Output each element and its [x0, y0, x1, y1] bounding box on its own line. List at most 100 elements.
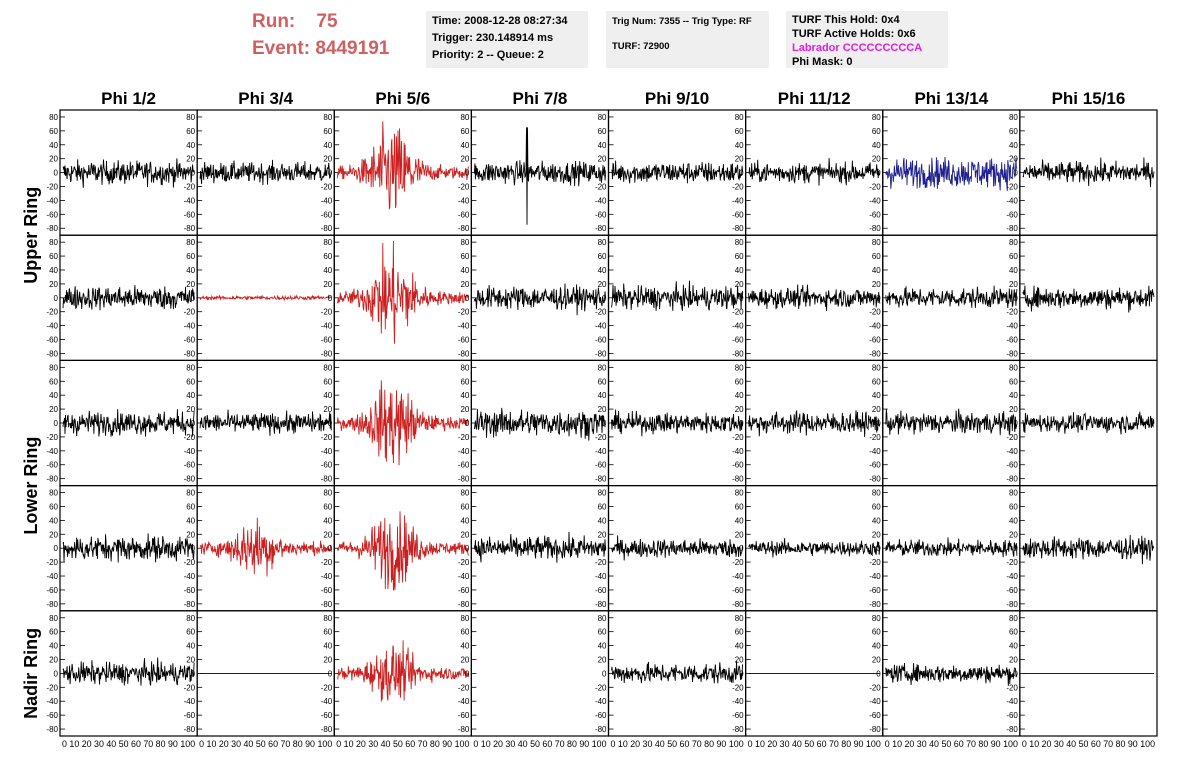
waveform-trace	[199, 517, 332, 577]
y-tick-label: 80	[49, 614, 58, 623]
y-tick-label: 60	[49, 628, 58, 637]
y-tick-label: -40	[732, 447, 744, 456]
labrador-text: Labrador CCCCCCCCCA	[792, 42, 923, 54]
waveform-panel: 80 60 40 20 0 -20 -40 -60 -80	[321, 359, 472, 487]
y-tick-label: 40	[598, 141, 607, 150]
y-tick-label: -60	[46, 461, 58, 470]
y-tick-label: -80	[321, 224, 333, 233]
waveform-panel: 80 60 40 20 0 -20 -40 -60 -80	[458, 359, 610, 487]
y-tick-label: 40	[735, 141, 744, 150]
y-tick-label: -20	[321, 683, 333, 692]
y-tick-label: -40	[46, 447, 58, 456]
y-tick-label: 20	[872, 155, 881, 164]
waveform-panel: 80 60 40 20 0 -20 -40 -60 -80	[595, 610, 747, 737]
y-tick-label: 80	[1009, 363, 1018, 372]
y-tick-label: -20	[458, 558, 470, 567]
y-tick-label: -20	[458, 683, 470, 692]
y-tick-label: -80	[732, 349, 744, 358]
y-tick-label: 40	[1009, 642, 1018, 651]
y-tick-label: -80	[458, 224, 470, 233]
phi-mask-text: Phi Mask: 0	[792, 56, 853, 68]
y-tick-label: 60	[323, 502, 332, 511]
y-tick-label: 0	[328, 419, 333, 428]
run-row: Run: 75	[252, 8, 389, 35]
y-tick-label: -20	[595, 308, 607, 317]
y-tick-label: -20	[1006, 308, 1018, 317]
y-tick-label: 20	[1009, 530, 1018, 539]
y-tick-label: 20	[460, 530, 469, 539]
y-tick-label: -40	[732, 196, 744, 205]
waveform-trace	[62, 409, 195, 437]
y-tick-label: -80	[1006, 600, 1018, 609]
y-tick-label: -80	[46, 224, 58, 233]
y-tick-label: 80	[872, 363, 881, 372]
y-tick-label: 20	[49, 405, 58, 414]
y-tick-label: 80	[598, 614, 607, 623]
y-tick-label: -80	[869, 475, 881, 484]
y-tick-label: 60	[1009, 127, 1018, 136]
y-tick-label: 20	[872, 530, 881, 539]
y-tick-label: 0	[465, 294, 470, 303]
waveform-trace	[473, 127, 606, 225]
waveform-panel: 80 60 40 20 0 -20 -40 -60 -80	[869, 234, 1021, 361]
y-tick-label: 80	[460, 489, 469, 498]
y-tick-label: 20	[186, 655, 195, 664]
y-tick-label: -80	[1006, 224, 1018, 233]
waveform-trace	[1022, 285, 1155, 313]
y-tick-label: -40	[321, 447, 333, 456]
y-tick-label: -40	[732, 697, 744, 706]
y-tick-label: 60	[460, 502, 469, 511]
waveform-trace	[611, 661, 744, 684]
y-tick-label: -20	[732, 558, 744, 567]
y-tick-label: -20	[458, 183, 470, 192]
waveform-trace	[199, 159, 332, 186]
y-tick-label: 40	[49, 266, 58, 275]
y-tick-label: 60	[598, 127, 607, 136]
y-tick-label: -80	[184, 475, 196, 484]
y-tick-label: 20	[735, 405, 744, 414]
y-tick-label: -20	[458, 308, 470, 317]
y-tick-label: -80	[732, 475, 744, 484]
waveform-panel: 80 60 40 20 0 -20 -40 -60 -80	[321, 610, 472, 737]
y-tick-label: 60	[598, 502, 607, 511]
waveform-panel: 80 60 40 20 0 -20 -40 -60 -80	[1006, 610, 1158, 737]
y-tick-label: 40	[598, 391, 607, 400]
y-tick-label: -40	[46, 697, 58, 706]
y-tick-label: -20	[732, 683, 744, 692]
y-tick-label: 0	[739, 669, 744, 678]
y-tick-label: 20	[186, 405, 195, 414]
y-tick-label: -80	[732, 725, 744, 734]
waveform-trace	[473, 407, 606, 441]
x-tick-labels: 0 10 20 30 40 50 60 70 80 90 100	[62, 739, 195, 749]
trig-num-text: Trig Num: 7355 -- Trig Type: RF	[612, 16, 752, 27]
y-tick-label: -20	[595, 433, 607, 442]
y-tick-label: 60	[49, 127, 58, 136]
waveform-trace	[62, 657, 195, 686]
y-tick-label: 40	[186, 266, 195, 275]
y-tick-label: 80	[598, 113, 607, 122]
y-tick-label: -80	[869, 349, 881, 358]
y-tick-label: -40	[184, 447, 196, 456]
turf-text: TURF: 72900	[612, 41, 670, 52]
y-tick-label: 60	[460, 252, 469, 261]
y-tick-label: 80	[735, 113, 744, 122]
y-tick-label: -80	[458, 600, 470, 609]
y-tick-label: 80	[49, 363, 58, 372]
y-tick-label: 40	[49, 642, 58, 651]
y-tick-label: 40	[49, 391, 58, 400]
y-tick-label: -80	[595, 224, 607, 233]
y-tick-label: -80	[458, 349, 470, 358]
y-tick-label: -20	[321, 433, 333, 442]
waveform-panel: 80 60 40 20 0 -20 -40 -60 -80	[458, 234, 610, 361]
y-tick-label: -60	[869, 711, 881, 720]
y-tick-label: 60	[49, 377, 58, 386]
y-tick-label: -40	[1006, 697, 1018, 706]
y-tick-label: -40	[184, 196, 196, 205]
y-tick-label: -40	[1006, 447, 1018, 456]
y-tick-label: 20	[49, 530, 58, 539]
waveform-panel: 80 60 40 20 0 -20 -40 -60 -80	[869, 109, 1021, 236]
waveform-trace	[885, 408, 1018, 436]
y-tick-label: 60	[1009, 628, 1018, 637]
phi-label: Phi 7/8	[513, 89, 568, 108]
y-tick-label: -60	[595, 210, 607, 219]
